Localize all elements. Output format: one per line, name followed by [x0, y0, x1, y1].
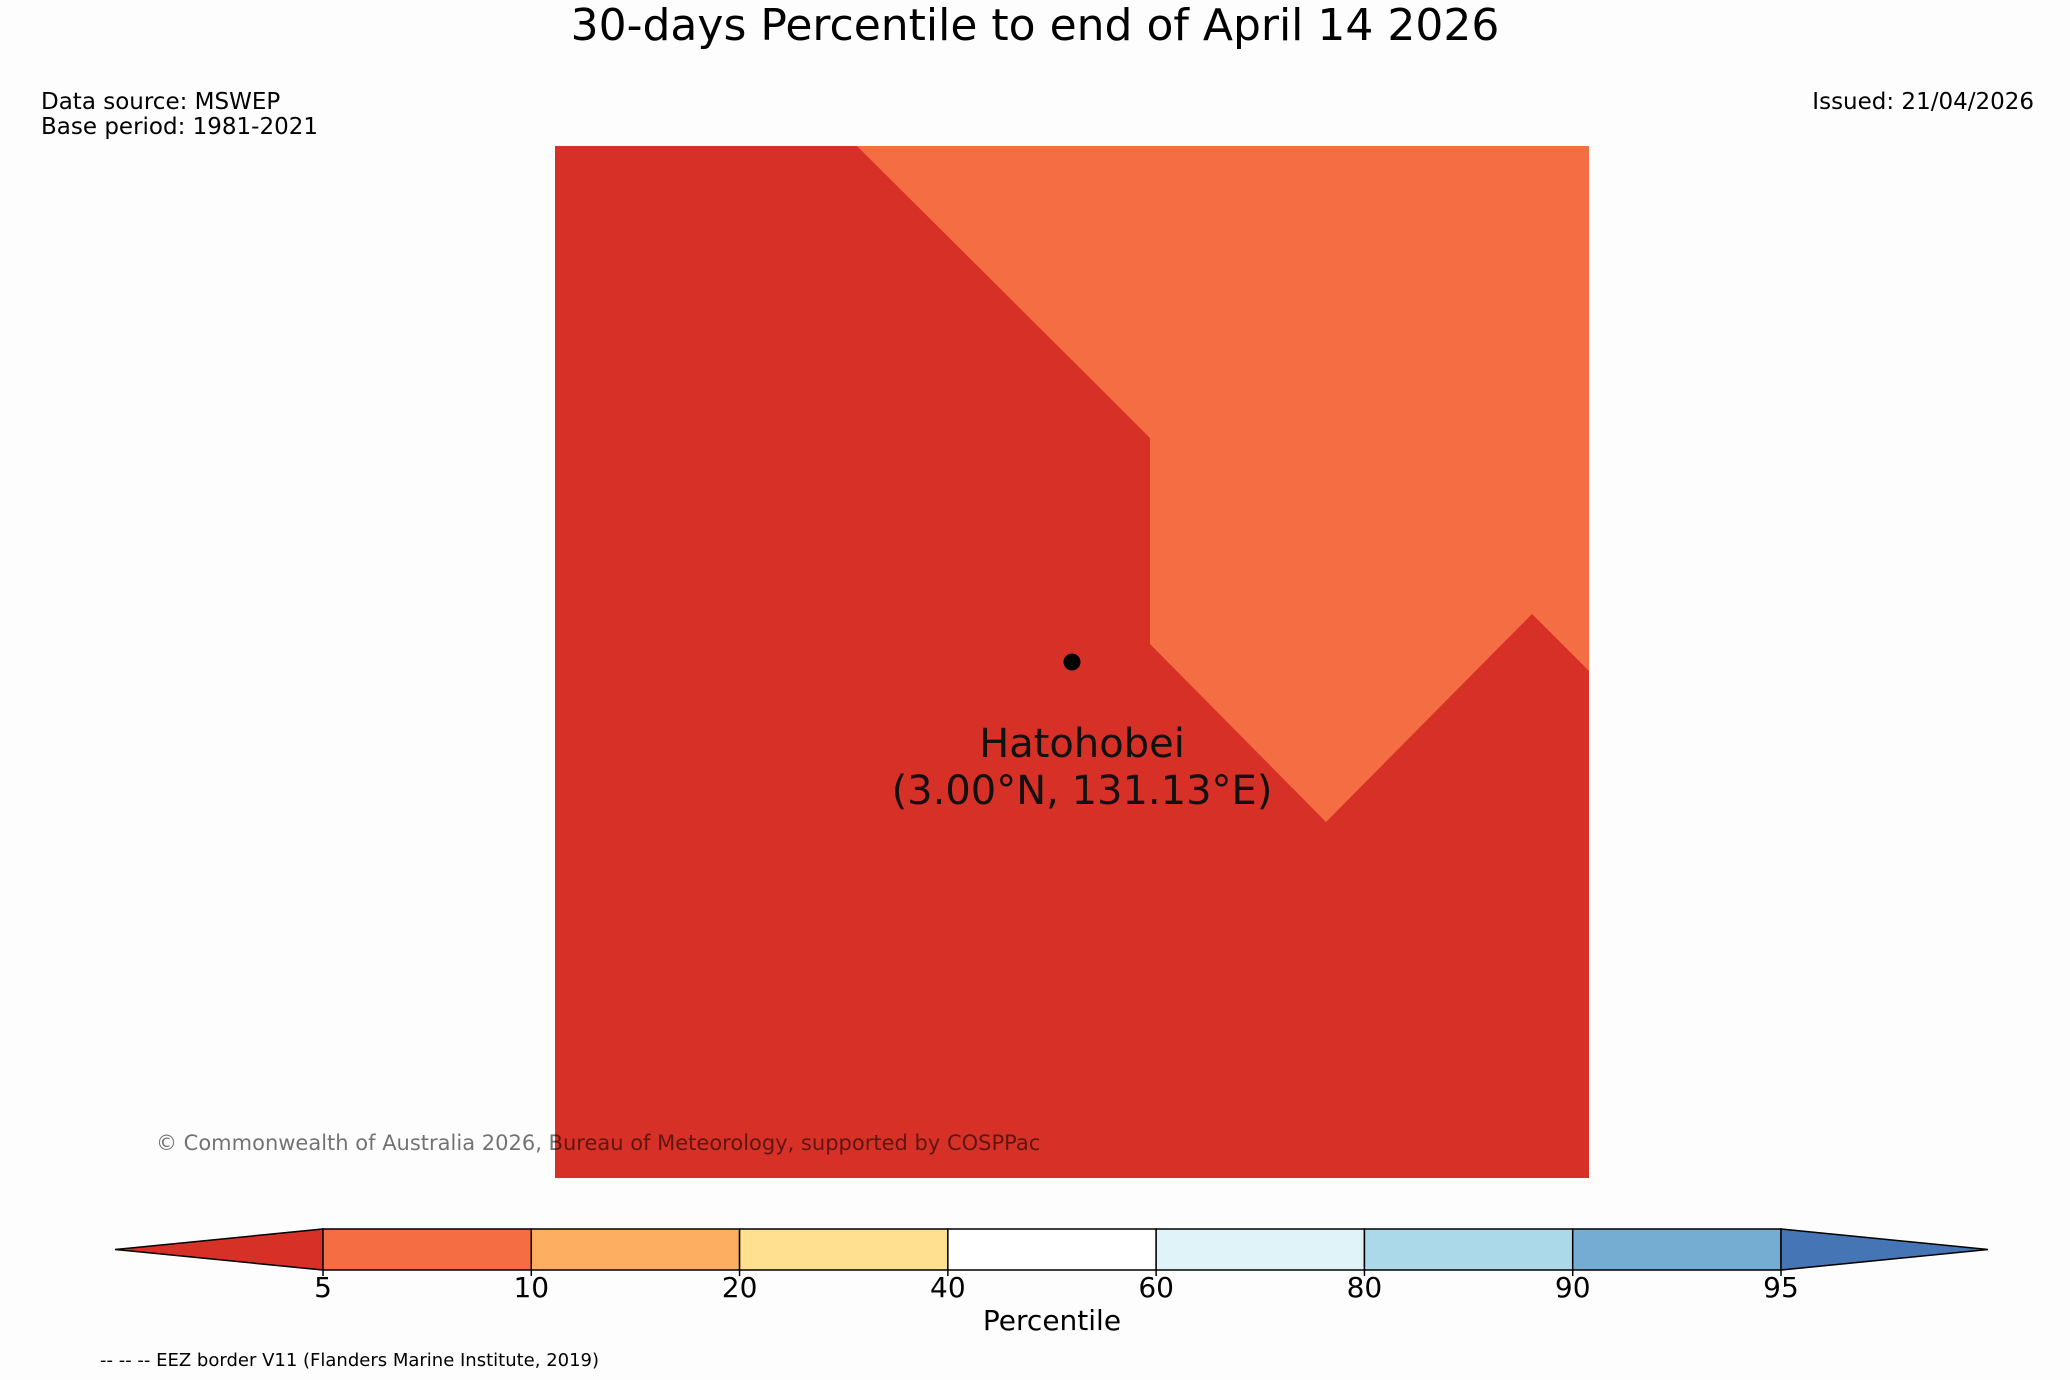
- colorbar-tick-label: 60: [1138, 1271, 1174, 1304]
- colorbar-segment: [1363, 1228, 1574, 1271]
- colorbar-tick-label: 5: [314, 1271, 332, 1304]
- base-period-label: Base period: 1981-2021: [41, 114, 319, 140]
- colorbar-extend-low: [114, 1228, 324, 1271]
- colorbar-extend-high: [1780, 1228, 1989, 1271]
- colorbar-tick-label: 20: [722, 1271, 758, 1304]
- colorbar-segment: [530, 1228, 741, 1271]
- colorbar-segment: [322, 1228, 533, 1271]
- map-region-5-10: [857, 146, 1589, 822]
- issued-date-label: Issued: 21/04/2026: [1812, 89, 2034, 115]
- copyright-notice: © Commonwealth of Australia 2026, Bureau…: [156, 1131, 1040, 1155]
- colorbar-segment: [738, 1228, 949, 1271]
- colorbar-segment: [1155, 1228, 1366, 1271]
- station-marker: [1063, 653, 1081, 671]
- colorbar-tick-label: 40: [930, 1271, 966, 1304]
- station-name-label: Hatohobei: [979, 721, 1185, 767]
- map-title: 30-days Percentile to end of April 14 20…: [570, 0, 1500, 51]
- data-source-label: Data source: MSWEP: [41, 89, 281, 115]
- station-coords-label: (3.00°N, 131.13°E): [892, 768, 1273, 814]
- eez-footnote: -- -- -- EEZ border V11 (Flanders Marine…: [100, 1350, 600, 1371]
- colorbar-tick-label: 10: [513, 1271, 549, 1304]
- colorbar-segment: [1571, 1228, 1782, 1271]
- colorbar-tick-label: 95: [1763, 1271, 1799, 1304]
- colorbar-segment: [947, 1228, 1157, 1271]
- colorbar-label: Percentile: [983, 1304, 1121, 1337]
- metadata-left: Data source: MSWEP Base period: 1981-202…: [41, 90, 318, 140]
- colorbar-tick-label: 80: [1347, 1271, 1383, 1304]
- colorbar-tick-label: 90: [1555, 1271, 1591, 1304]
